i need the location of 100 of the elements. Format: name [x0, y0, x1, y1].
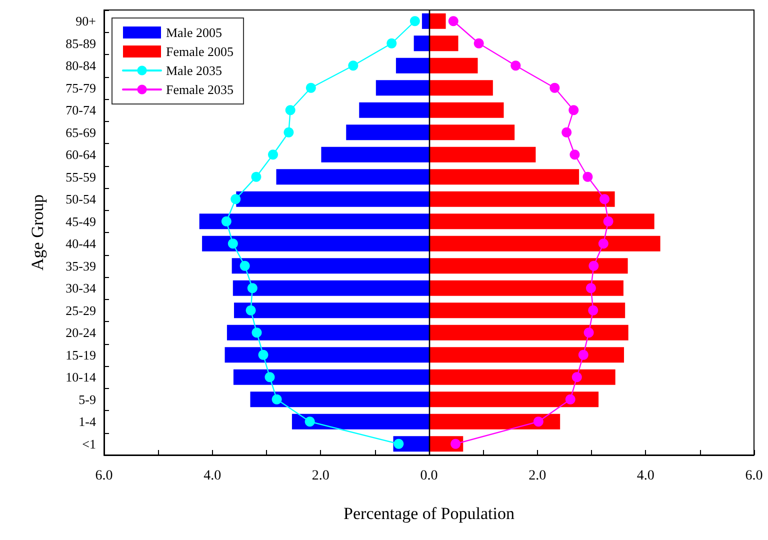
point: [568, 105, 579, 116]
bar: [429, 102, 504, 118]
y-tick-label: 55-59: [66, 169, 96, 184]
bar: [429, 36, 458, 52]
legend-label: Male 2035: [166, 63, 222, 78]
y-tick-label: 1-4: [78, 414, 96, 430]
point: [600, 194, 610, 204]
point: [246, 305, 256, 316]
point: [285, 105, 296, 116]
x-tick-label: 0.0: [420, 468, 438, 484]
point: [510, 60, 521, 71]
x-tick-label: 4.0: [636, 468, 654, 484]
point: [386, 38, 397, 48]
point: [221, 216, 232, 226]
point: [565, 394, 576, 404]
bar: [232, 258, 429, 274]
point: [230, 194, 241, 204]
point: [584, 328, 594, 338]
bar: [429, 347, 624, 363]
x-axis-title: Percentage of Population: [344, 504, 515, 523]
bar: [292, 414, 429, 430]
point: [598, 238, 608, 249]
point: [588, 305, 598, 316]
point: [306, 82, 316, 93]
point: [258, 350, 268, 360]
bar: [429, 392, 599, 408]
bar: [429, 302, 626, 318]
bar: [396, 58, 429, 74]
point: [474, 38, 484, 48]
x-tick-label: 2.0: [528, 468, 546, 484]
y-tick-label: 25-29: [66, 302, 96, 318]
point: [550, 82, 560, 93]
point: [582, 172, 593, 182]
y-tick-label: 60-64: [66, 147, 96, 162]
y-tick-label: 50-54: [66, 192, 96, 207]
bar: [429, 58, 478, 74]
y-axis-title: Age Group: [28, 194, 47, 271]
x-tick-label: 2.0: [312, 468, 330, 484]
bar: [376, 80, 429, 96]
bar: [414, 36, 429, 52]
point: [348, 60, 358, 71]
bar: [429, 13, 446, 29]
point: [284, 127, 294, 138]
y-tick-label: 15-19: [66, 347, 96, 362]
y-tick-label: 20-24: [66, 325, 96, 340]
bar: [236, 191, 429, 207]
y-tick-label: 70-74: [66, 102, 96, 118]
y-tick-label: 5-9: [78, 392, 96, 407]
point: [394, 438, 404, 449]
point: [240, 260, 250, 271]
legend-label: Female 2005: [166, 44, 234, 59]
point: [570, 150, 580, 160]
bar: [429, 280, 624, 296]
x-tick-label: 6.0: [95, 468, 113, 484]
point: [264, 372, 275, 382]
y-tick-label: 35-39: [66, 258, 96, 274]
bar: [429, 324, 628, 340]
point: [603, 216, 614, 226]
bar: [429, 191, 615, 207]
point: [228, 238, 238, 249]
point: [562, 127, 572, 138]
bar: [224, 347, 429, 363]
point: [448, 16, 458, 26]
point: [272, 394, 282, 404]
point: [533, 416, 544, 427]
y-tick-label: 80-84: [66, 58, 96, 74]
bar: [202, 236, 429, 252]
bar: [199, 214, 429, 230]
bar: [276, 169, 429, 185]
bar: [359, 102, 429, 118]
point: [450, 438, 461, 449]
point: [304, 416, 315, 427]
bar: [429, 214, 654, 230]
x-tick-label: 6.0: [745, 468, 763, 484]
bar: [250, 392, 429, 408]
bar: [321, 146, 429, 162]
legend-label: Male 2005: [166, 25, 222, 40]
bar: [429, 80, 493, 96]
y-tick-label: 65-69: [66, 124, 96, 140]
bar: [232, 280, 429, 296]
y-tick-label: 45-49: [66, 214, 96, 229]
bar: [429, 258, 628, 274]
y-tick-label: 10-14: [66, 370, 96, 385]
y-tick-label: 90+: [76, 14, 96, 29]
y-tick-label: 30-34: [66, 280, 96, 296]
point: [251, 172, 262, 182]
y-tick-label: 85-89: [66, 36, 96, 51]
x-tick-label: 4.0: [204, 468, 222, 484]
legend-label: Female 2035: [166, 82, 234, 97]
bar: [429, 124, 515, 140]
bar: [234, 302, 429, 318]
y-tick-label: 75-79: [66, 80, 96, 96]
point: [586, 283, 596, 294]
bar: [422, 13, 429, 29]
bar: [346, 124, 429, 140]
point: [588, 260, 599, 271]
point: [578, 350, 588, 360]
bar: [233, 369, 429, 385]
bar: [226, 324, 429, 340]
point: [252, 328, 262, 338]
